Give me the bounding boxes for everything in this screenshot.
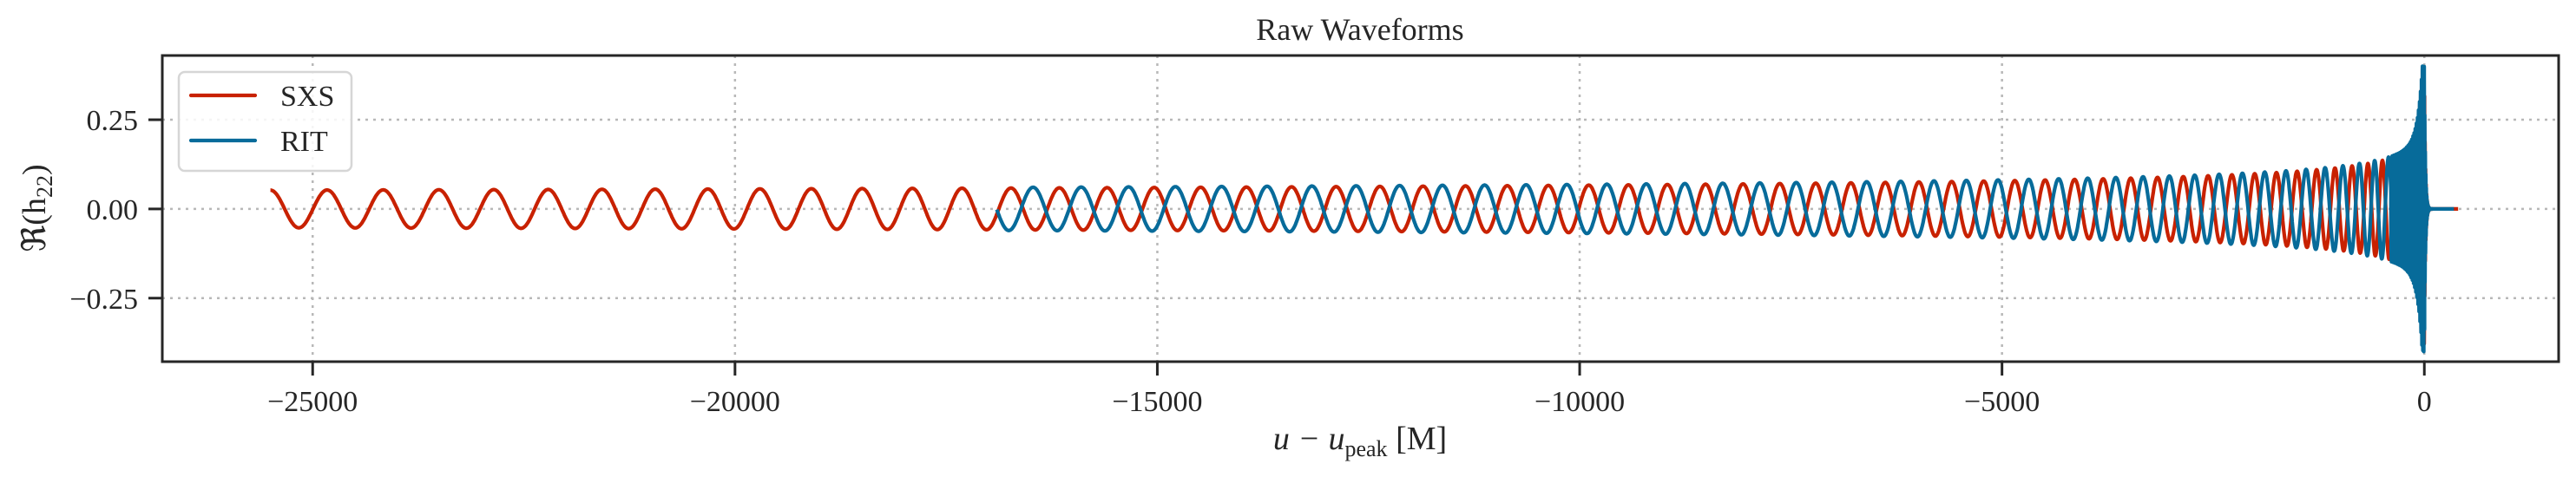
y-tick-label: 0.25: [87, 105, 139, 137]
x-axis-label-sub: peak: [1344, 436, 1387, 461]
x-tick-label: −10000: [1534, 386, 1625, 418]
legend-label-sxs: SXS: [280, 81, 334, 113]
x-axis-label-main: u − u: [1273, 421, 1345, 457]
y-axis-label-close: ): [16, 164, 53, 175]
x-axis-ticks: −25000 −20000 −15000 −10000 −5000 0: [267, 362, 2432, 418]
chart-title: Raw Waveforms: [1256, 12, 1463, 47]
y-axis-label: ℜ(h22): [16, 164, 57, 252]
x-axis-label-unit: [M]: [1388, 421, 1448, 457]
series-line-sxs: [268, 71, 2461, 347]
x-tick-label: −25000: [267, 386, 358, 418]
x-axis-label: u − upeak [M]: [1273, 421, 1447, 461]
legend-label-rit: RIT: [280, 126, 328, 158]
y-axis-label-sub: 22: [32, 175, 57, 198]
legend: SXS RIT: [177, 70, 353, 173]
y-axis-ticks: 0.25 0.00 −0.25: [69, 105, 162, 316]
x-tick-label: 0: [2417, 386, 2432, 418]
series-line-rit: [995, 64, 2456, 354]
y-tick-label: 0.00: [87, 194, 139, 226]
series-layer: [268, 64, 2461, 354]
y-axis-label-main: ℜ(h: [16, 198, 53, 252]
x-tick-label: −5000: [1964, 386, 2040, 418]
x-tick-label: −15000: [1112, 386, 1202, 418]
y-tick-label: −0.25: [69, 284, 138, 316]
x-tick-label: −20000: [690, 386, 780, 418]
